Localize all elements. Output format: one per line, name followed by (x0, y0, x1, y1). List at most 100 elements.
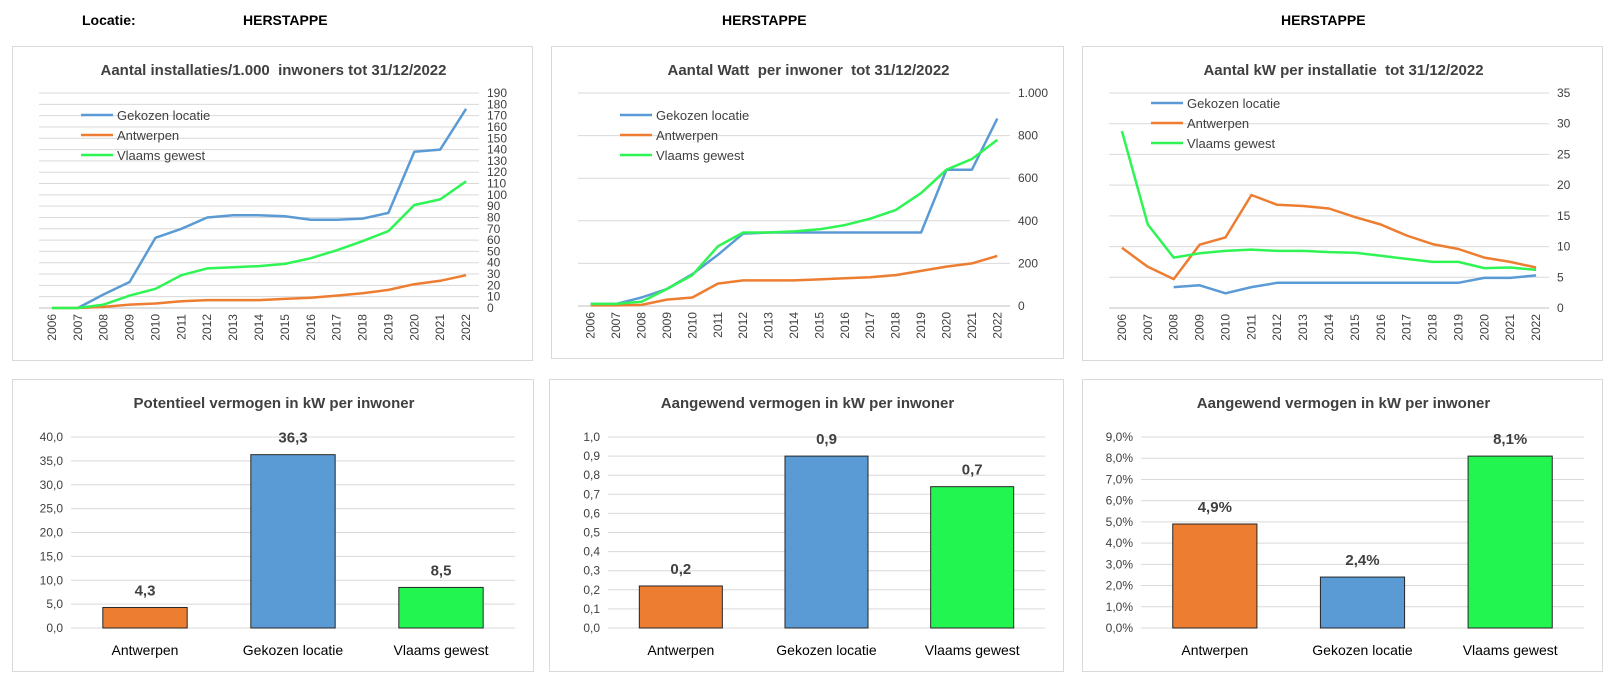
y-tick-label: 20 (487, 278, 501, 292)
y-tick-label: 60 (487, 233, 501, 247)
x-tick-label: 2006 (584, 312, 598, 339)
bar-chart: Aangewend vermogen in kW per inwoner 0,0 0… (549, 379, 1064, 672)
x-tick-label: 2010 (148, 314, 162, 341)
data-label: 8,1% (1493, 431, 1527, 448)
y-tick-label: 40 (487, 256, 501, 270)
bar-chart: Aangewend vermogen in kW per inwoner 0,0%… (1082, 379, 1603, 672)
x-tick-label: 2006 (1115, 314, 1129, 341)
legend-label: Antwerpen (656, 128, 718, 143)
location-name: HERSTAPPE (722, 12, 807, 28)
y-tick-label: 15 (1557, 209, 1571, 223)
chart-title: Aantal kW per installatie tot 31/12/2022 (1203, 62, 1483, 79)
data-label: 0,9 (816, 431, 837, 448)
line-chart: Aantal installaties/1.000 inwoners tot 3… (12, 46, 533, 361)
x-tick-label: Vlaams gewest (925, 642, 1020, 658)
x-tick-label: 2010 (685, 312, 699, 339)
x-tick-label: 2012 (1270, 314, 1284, 341)
y-tick-label: 800 (1018, 129, 1038, 143)
bar-chart: Potentieel vermogen in kW per inwoner 0,0… (12, 379, 534, 672)
y-tick-label: 200 (1018, 256, 1038, 270)
y-tick-label: 0,4 (583, 545, 600, 559)
x-tick-label: 2006 (45, 314, 59, 341)
y-tick-label: 0 (487, 301, 494, 315)
x-tick-label: 2009 (660, 312, 674, 339)
y-tick-label: 30 (487, 267, 501, 281)
bar (930, 486, 1015, 629)
y-tick-label: 1,0 (583, 430, 600, 444)
chart-title: Aangewend vermogen in kW per inwoner (661, 395, 955, 412)
x-tick-label: 2019 (381, 314, 395, 341)
y-tick-label: 0 (1018, 299, 1025, 313)
x-tick-label: 2013 (1296, 314, 1310, 341)
x-tick-label: 2011 (174, 314, 188, 340)
line-chart: Aantal kW per installatie tot 31/12/2022… (1082, 46, 1603, 361)
y-tick-label: 2,0% (1106, 579, 1134, 593)
y-tick-label: 180 (487, 97, 507, 111)
y-tick-label: 0,2 (583, 583, 600, 597)
x-tick-label: 2012 (200, 314, 214, 341)
x-tick-label: 2022 (459, 314, 473, 341)
data-line (590, 118, 999, 306)
bar (638, 585, 723, 629)
data-label: 36,3 (278, 430, 307, 447)
legend-label: Vlaams gewest (117, 148, 206, 163)
y-tick-label: 0,1 (583, 602, 600, 616)
data-line (590, 254, 998, 307)
y-tick-label: 120 (487, 165, 507, 179)
x-tick-label: 2013 (226, 314, 240, 341)
y-tick-label: 0,3 (583, 564, 600, 578)
y-tick-label: 100 (487, 188, 507, 202)
x-tick-label: 2021 (965, 312, 979, 339)
location-name: HERSTAPPE (1281, 12, 1366, 28)
y-tick-label: 140 (487, 143, 507, 157)
y-tick-label: 10,0 (40, 573, 64, 587)
legend-label: Gekozen locatie (1187, 96, 1280, 111)
y-tick-label: 8,0% (1106, 451, 1134, 465)
y-tick-label: 160 (487, 120, 507, 134)
y-tick-label: 30,0 (40, 478, 64, 492)
data-line (77, 108, 468, 310)
data-label: 4,9% (1198, 499, 1232, 516)
y-tick-label: 20 (1557, 178, 1571, 192)
x-tick-label: 2019 (914, 312, 928, 339)
data-label: 8,5 (431, 562, 452, 579)
x-tick-label: 2017 (330, 314, 344, 341)
x-tick-label: 2014 (252, 314, 266, 341)
x-tick-label: 2015 (278, 314, 292, 341)
y-tick-label: 20,0 (40, 526, 64, 540)
x-tick-label: 2021 (433, 314, 447, 341)
y-tick-label: 1.000 (1018, 86, 1048, 100)
x-tick-label: 2018 (889, 312, 903, 339)
y-tick-label: 3,0% (1106, 557, 1134, 571)
y-tick-label: 0,6 (583, 506, 600, 520)
data-line (51, 180, 467, 310)
x-tick-label: 2011 (1244, 314, 1258, 340)
chart-title: Potentieel vermogen in kW per inwoner (134, 395, 415, 412)
x-tick-label: 2022 (1529, 314, 1543, 341)
x-tick-label: 2007 (609, 312, 623, 339)
location-label: Locatie: (82, 12, 136, 28)
bar (1172, 523, 1258, 629)
legend-label: Antwerpen (117, 128, 179, 143)
y-tick-label: 90 (487, 199, 501, 213)
y-tick-label: 0,8 (583, 468, 600, 482)
x-tick-label: Gekozen locatie (776, 642, 877, 658)
x-tick-label: 2015 (812, 312, 826, 339)
y-tick-label: 190 (487, 86, 507, 100)
data-label: 0,2 (670, 561, 691, 578)
x-tick-label: 2008 (97, 314, 111, 341)
x-tick-label: 2013 (762, 312, 776, 339)
x-tick-label: 2019 (1451, 314, 1465, 341)
y-tick-label: 0,0 (46, 621, 63, 635)
y-tick-label: 0,7 (583, 487, 600, 501)
data-line (51, 273, 467, 310)
x-tick-label: 2011 (711, 312, 725, 338)
x-tick-label: 2008 (635, 312, 649, 339)
y-tick-label: 110 (487, 177, 506, 191)
y-tick-label: 40,0 (40, 430, 64, 444)
data-line (1120, 130, 1537, 272)
bar (102, 606, 188, 629)
x-tick-label: 2020 (407, 314, 421, 341)
x-tick-label: 2010 (1218, 314, 1232, 341)
y-tick-label: 10 (487, 290, 501, 304)
